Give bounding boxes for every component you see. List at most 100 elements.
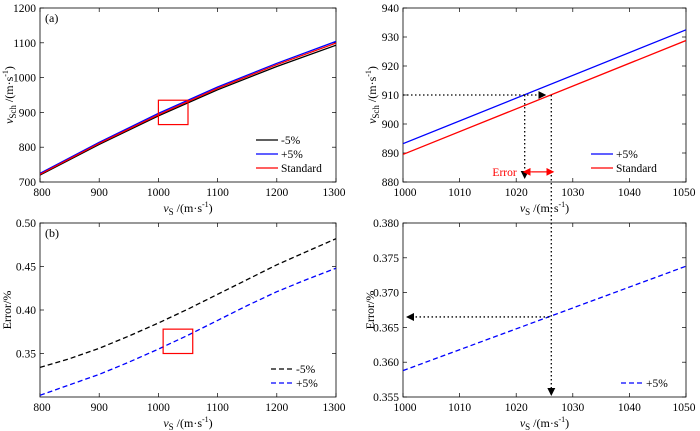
legend-box — [587, 144, 682, 178]
x-axis-label: vS /(m·s-1) — [520, 200, 569, 217]
legend: +5% Standard — [587, 144, 682, 178]
x-axis-label-subscript: S — [525, 422, 530, 431]
y-axis-label-unit: /(m·s — [2, 76, 16, 105]
legend-box — [617, 373, 682, 393]
series-line-+5% — [403, 29, 686, 145]
y-tick-label: 880 — [382, 177, 400, 189]
y-tick-label: 910 — [382, 90, 400, 102]
y-axis-label-symbol: v — [2, 118, 16, 124]
y-axis-label: vSch /(m·s-1) — [364, 66, 381, 124]
panel-label: (b) — [45, 226, 59, 240]
y-tick-label: 900 — [19, 107, 37, 119]
x-axis-label-symbol: v — [520, 416, 526, 430]
x-tick-label: 800 — [33, 402, 51, 414]
x-axis-label: vS /(m·s-1) — [163, 415, 212, 431]
x-axis-label-close: ) — [209, 201, 213, 215]
x-axis-label-subscript: S — [169, 422, 174, 431]
y-axis-label: Error/% — [0, 291, 14, 330]
y-tick-label: 800 — [19, 142, 37, 154]
panel-b: 800 900 1000 1100 1200 1300 0.35 0.40 0.45 0.50 -5… — [0, 218, 346, 431]
x-tick-label: 1300 — [323, 402, 346, 414]
y-tick-label: 0.370 — [373, 288, 399, 300]
y-tick-label: 0.380 — [373, 218, 399, 230]
x-tick-label: 1000 — [147, 187, 170, 199]
x-axis-label-exp: -1 — [202, 415, 209, 424]
legend: -5%+5% — [267, 359, 332, 393]
series-line-+5% — [40, 267, 336, 396]
x-tick-label: 1300 — [323, 187, 346, 199]
y-tick-label: 0.360 — [373, 357, 399, 369]
legend-label: +5% — [281, 149, 303, 161]
x-tick-label: 1030 — [561, 187, 584, 199]
y-tick-label: 1100 — [13, 38, 36, 50]
x-tick-label: 1000 — [394, 187, 417, 199]
panel-label: (a) — [45, 11, 58, 25]
y-axis-label-unit: /(m·s — [365, 76, 379, 105]
panel-a: 800 900 1000 1100 1200 1300700800900100011001… — [1, 3, 346, 217]
x-tick-label: 1050 — [673, 402, 696, 414]
series-line--5% — [40, 238, 336, 369]
x-tick-label: 1050 — [673, 187, 696, 199]
legend-label: -5% — [281, 135, 301, 147]
y-tick-label: 0.45 — [16, 262, 36, 274]
series-line-+5% — [403, 265, 686, 372]
y-tick-label: 700 — [19, 177, 37, 189]
y-tick-label: 920 — [382, 61, 400, 73]
y-axis-label-close: ) — [2, 66, 16, 70]
x-tick-label: 1010 — [448, 402, 471, 414]
y-tick-label: 0.50 — [16, 218, 36, 230]
x-tick-label: 1100 — [206, 402, 229, 414]
x-axis-label-unit: /(m·s — [530, 416, 559, 430]
y-tick-label: 0.365 — [373, 322, 399, 334]
y-axis-label-subscript: Sch — [8, 105, 18, 119]
legend: +5% — [617, 373, 682, 393]
x-tick-label: 1000 — [147, 402, 170, 414]
x-tick-label: 1020 — [505, 402, 528, 414]
annotation-arrows: Error — [403, 91, 556, 396]
legend-label: Standard — [616, 163, 657, 175]
plot-frame — [402, 222, 687, 398]
x-tick-label: 1010 — [448, 187, 471, 199]
x-axis-label-unit: /(m·s — [174, 416, 203, 430]
y-axis-label-close: ) — [365, 66, 379, 70]
legend-label: +5% — [646, 378, 668, 390]
x-tick-label: 1020 — [505, 187, 528, 199]
x-axis-label-symbol: v — [163, 416, 169, 430]
x-tick-label: 900 — [91, 187, 109, 199]
y-axis-label-symbol: v — [365, 118, 379, 124]
legend-label: -5% — [296, 364, 316, 376]
y-axis-label: Error/% — [363, 291, 377, 330]
legend-box — [267, 359, 332, 393]
x-axis-label: vS /(m·s-1) — [163, 200, 212, 217]
x-axis-label-close: ) — [565, 416, 569, 430]
x-tick-label: 1200 — [265, 402, 288, 414]
x-axis-label: vS /(m·s-1) — [520, 415, 569, 431]
x-tick-label: 1040 — [618, 187, 641, 199]
x-axis-label-unit: /(m·s — [174, 201, 203, 215]
x-axis-label-exp: -1 — [559, 415, 566, 424]
y-tick-label: 930 — [382, 32, 400, 44]
y-axis-label: vSch /(m·s-1) — [1, 66, 18, 124]
y-tick-label: 0.375 — [373, 253, 399, 265]
x-tick-label: 1200 — [265, 187, 288, 199]
legend-label: Standard — [281, 163, 322, 175]
zoom-box — [162, 328, 194, 355]
panel-a-zoom: 1000 1010 1020 1030 1040 1050 880 890 900 910 920 9… — [364, 3, 696, 217]
y-tick-label: 1000 — [13, 73, 36, 85]
x-axis-label-close: ) — [209, 416, 213, 430]
x-tick-label: 1100 — [206, 187, 229, 199]
x-tick-label: 800 — [33, 187, 51, 199]
y-tick-label: 0.40 — [16, 305, 36, 317]
x-axis-label-subscript: S — [169, 207, 174, 217]
y-axis-label-exp: -1 — [364, 70, 373, 77]
x-axis-label-symbol: v — [520, 201, 526, 215]
legend-label: +5% — [616, 149, 638, 161]
y-tick-label: 0.35 — [16, 349, 36, 361]
x-tick-label: 1030 — [561, 402, 584, 414]
x-axis-label-unit: /(m·s — [530, 201, 559, 215]
zoom-box — [157, 99, 189, 126]
legend-label: +5% — [296, 378, 318, 390]
x-axis-label-exp: -1 — [202, 200, 209, 209]
series-group — [40, 238, 336, 396]
